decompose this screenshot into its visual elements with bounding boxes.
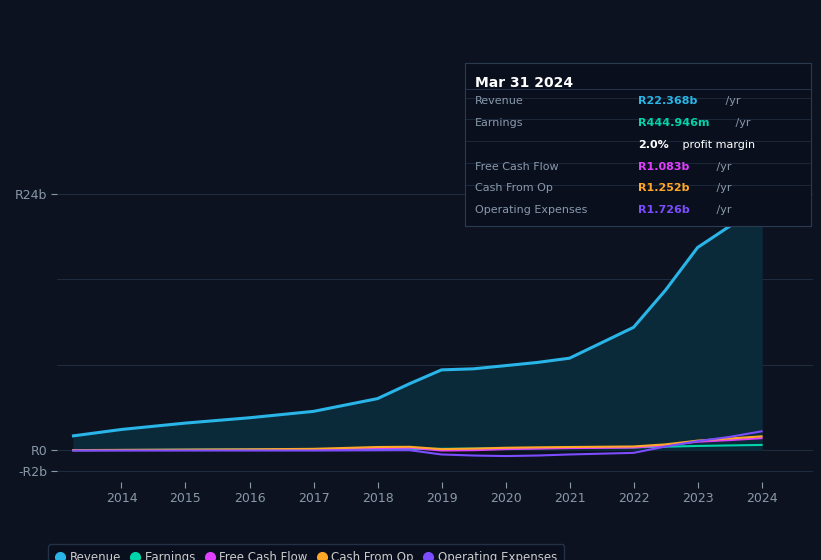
Text: 2.0%: 2.0%	[638, 139, 668, 150]
Text: R22.368b: R22.368b	[638, 96, 697, 106]
Text: Revenue: Revenue	[475, 96, 524, 106]
Text: Operating Expenses: Operating Expenses	[475, 206, 588, 216]
Text: R1.252b: R1.252b	[638, 184, 690, 193]
Text: profit margin: profit margin	[680, 139, 755, 150]
Text: /yr: /yr	[713, 161, 732, 171]
Text: Free Cash Flow: Free Cash Flow	[475, 161, 559, 171]
Text: Mar 31 2024: Mar 31 2024	[475, 76, 573, 90]
Text: Earnings: Earnings	[475, 118, 524, 128]
Text: Cash From Op: Cash From Op	[475, 184, 553, 193]
Legend: Revenue, Earnings, Free Cash Flow, Cash From Op, Operating Expenses: Revenue, Earnings, Free Cash Flow, Cash …	[48, 544, 564, 560]
Text: R444.946m: R444.946m	[638, 118, 709, 128]
Text: R1.726b: R1.726b	[638, 206, 690, 216]
Text: /yr: /yr	[732, 118, 750, 128]
Text: R1.083b: R1.083b	[638, 161, 690, 171]
Text: /yr: /yr	[713, 184, 732, 193]
Text: /yr: /yr	[722, 96, 741, 106]
Text: /yr: /yr	[713, 206, 732, 216]
